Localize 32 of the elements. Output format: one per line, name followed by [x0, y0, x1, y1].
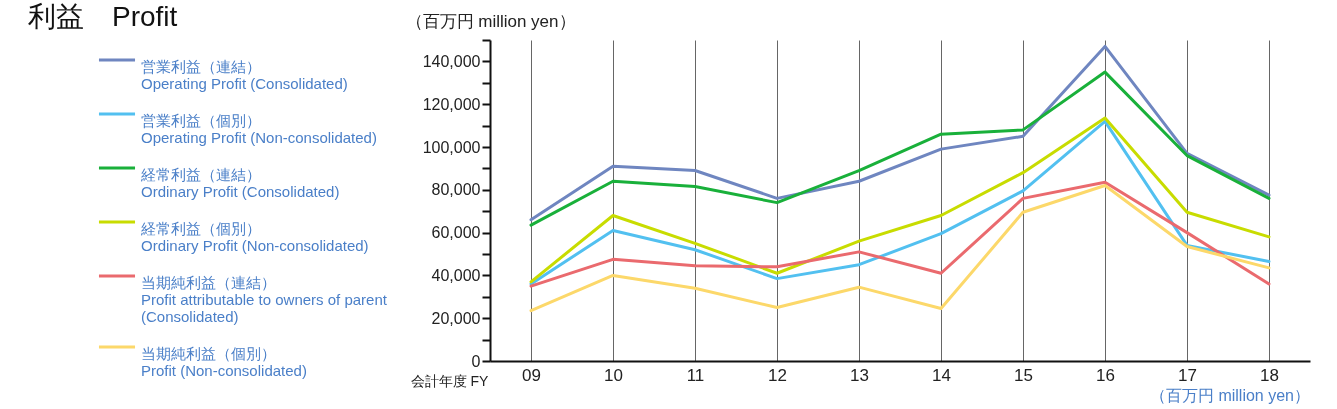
x-tick-label: 18 — [1260, 365, 1279, 385]
legend-label: 当期純利益（個別） Profit (Non-consolidated) — [141, 345, 307, 379]
x-tick-label: 17 — [1178, 365, 1197, 385]
y-axis-title: （百万円 million yen） — [405, 11, 576, 31]
legend-label: 営業利益（連結） Operating Profit (Consolidated) — [141, 58, 348, 92]
legend-label: 当期純利益（連結） Profit attributable to owners of parent (Consolidated) — [141, 274, 388, 325]
legend-label: 営業利益（個別） Operating Profit (Non-consolidated) — [141, 112, 377, 146]
y-tick-label: 20,000 — [431, 309, 481, 327]
y-tick-label: 60,000 — [431, 224, 481, 242]
legend-label: 経常利益（個別） Ordinary Profit (Non-consolidated) — [140, 220, 369, 254]
line-series — [529, 70, 1271, 227]
text: 利益 Profit — [28, 1, 178, 32]
x-tick-label: 15 — [1014, 365, 1033, 385]
line-series — [529, 184, 1271, 313]
x-tick-label: 10 — [604, 365, 623, 385]
x-tick-label: 12 — [768, 365, 787, 385]
y-tick-label: 120,000 — [422, 95, 481, 113]
line-series — [529, 44, 1271, 222]
x-tick-label: 14 — [932, 365, 951, 385]
y-tick-label: 0 — [471, 352, 481, 370]
line-series — [529, 180, 1271, 288]
x-tick-label: 13 — [850, 365, 869, 385]
y-tick-label: 140,000 — [422, 52, 481, 70]
x-tick-label: 11 — [686, 365, 705, 385]
x-axis-title: 会計年度 FY — [410, 372, 489, 389]
y-tick-label: 80,000 — [431, 181, 481, 199]
y-tick-label: 40,000 — [431, 266, 481, 284]
legend-label: 経常利益（連結） Ordinary Profit (Consolidated) — [140, 166, 340, 200]
x-tick-label: 16 — [1096, 365, 1115, 385]
y-tick-label: 100,000 — [422, 138, 481, 156]
text: （百万円 million yen） — [1149, 387, 1310, 404]
x-tick-label: 09 — [522, 365, 541, 385]
